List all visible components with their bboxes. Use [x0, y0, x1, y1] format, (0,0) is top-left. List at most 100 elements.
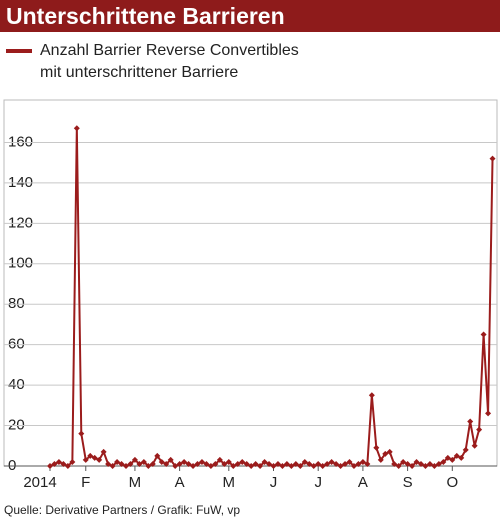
marker: [449, 456, 456, 463]
marker: [167, 456, 174, 463]
marker: [225, 458, 232, 465]
marker: [131, 456, 138, 463]
marker: [337, 463, 344, 469]
marker: [47, 463, 53, 469]
marker: [480, 331, 487, 338]
marker: [373, 444, 380, 451]
marker: [476, 426, 483, 433]
marker: [181, 458, 188, 465]
x-tick-label: 2014: [23, 474, 56, 491]
x-tick-label: M: [223, 474, 236, 491]
y-tick-label: 120: [8, 214, 33, 231]
marker: [310, 463, 317, 469]
marker: [185, 460, 192, 467]
marker: [198, 458, 205, 465]
marker: [149, 460, 156, 467]
x-tick-label: O: [446, 474, 458, 491]
marker: [453, 452, 460, 459]
marker: [315, 460, 322, 467]
marker: [292, 460, 299, 467]
legend-swatch: [6, 49, 32, 53]
marker: [426, 460, 433, 467]
marker: [368, 392, 375, 399]
marker: [257, 463, 264, 469]
marker: [216, 456, 223, 463]
marker: [60, 460, 67, 467]
x-tick-label: S: [403, 474, 413, 491]
marker: [122, 463, 129, 469]
source: Quelle: Derivative Partners / Grafik: Fu…: [4, 503, 241, 517]
marker: [105, 460, 112, 467]
marker: [203, 460, 210, 467]
marker: [274, 460, 281, 467]
y-tick-label: 60: [8, 336, 25, 353]
marker: [194, 460, 201, 467]
x-tick-label: J: [314, 474, 322, 491]
marker: [297, 463, 304, 469]
y-tick-label: 20: [8, 417, 25, 434]
marker: [279, 463, 286, 469]
marker: [234, 460, 241, 467]
marker: [328, 458, 335, 465]
x-tick-label: J: [270, 474, 278, 491]
y-tick-label: 80: [8, 295, 25, 312]
marker: [431, 463, 438, 469]
marker: [444, 454, 451, 461]
marker: [319, 463, 326, 469]
marker: [440, 458, 447, 465]
marker: [422, 463, 429, 469]
x-tick-label: F: [81, 474, 90, 491]
marker: [145, 463, 152, 469]
marker: [136, 460, 143, 467]
marker: [350, 463, 357, 469]
marker: [283, 460, 290, 467]
marker: [359, 458, 366, 465]
marker: [230, 463, 237, 469]
marker: [485, 410, 492, 417]
marker: [140, 458, 147, 465]
marker: [306, 460, 313, 467]
marker: [471, 442, 478, 449]
y-tick-label: 140: [8, 174, 33, 191]
marker: [435, 460, 442, 467]
marker: [400, 458, 407, 465]
x-tick-label: M: [129, 474, 142, 491]
marker: [377, 456, 384, 463]
marker: [69, 458, 76, 465]
marker: [127, 460, 134, 467]
marker: [158, 458, 165, 465]
marker: [73, 125, 80, 132]
marker: [239, 458, 246, 465]
marker: [87, 452, 94, 459]
marker: [172, 463, 179, 469]
x-tick-label: A: [175, 474, 185, 491]
legend-label: Anzahl Barrier Reverse Convertibles mit …: [40, 42, 299, 81]
marker: [82, 456, 89, 463]
marker: [301, 458, 308, 465]
marker: [221, 460, 228, 467]
marker: [333, 460, 340, 467]
marker: [288, 463, 295, 469]
x-tick-label: A: [358, 474, 368, 491]
marker: [154, 452, 161, 459]
marker: [207, 463, 214, 469]
marker: [252, 460, 259, 467]
y-tick-label: 0: [8, 457, 16, 474]
marker: [64, 463, 71, 469]
marker: [163, 460, 170, 467]
marker: [355, 460, 362, 467]
marker: [100, 448, 107, 455]
marker: [248, 463, 255, 469]
marker: [190, 463, 197, 469]
marker: [458, 454, 465, 461]
marker: [96, 456, 103, 463]
marker: [55, 458, 62, 465]
marker: [413, 458, 420, 465]
legend: Anzahl Barrier Reverse Convertibles mit …: [6, 40, 310, 84]
marker: [243, 460, 250, 467]
marker: [489, 155, 496, 162]
marker: [418, 460, 425, 467]
marker: [404, 460, 411, 467]
